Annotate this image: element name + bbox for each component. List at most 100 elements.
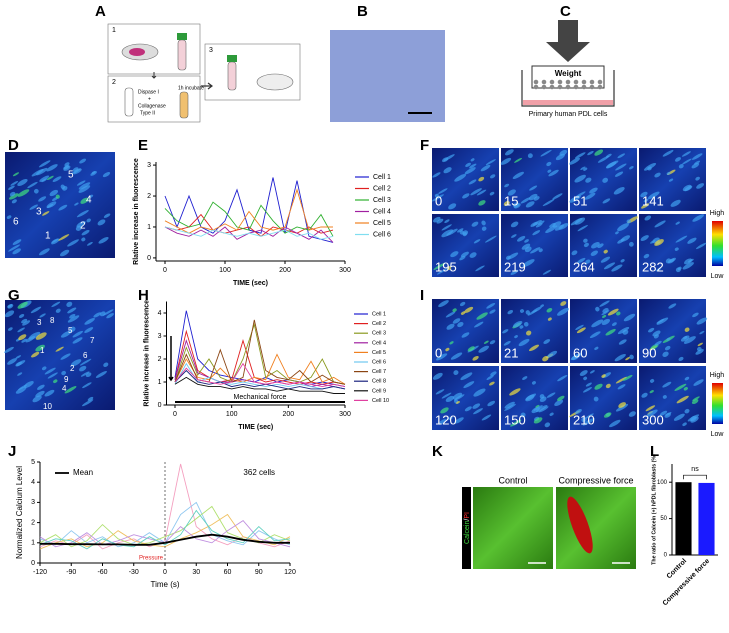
series-line [174,329,346,385]
cell-signal [594,383,603,390]
timepoint: 264 [573,259,595,274]
cell-signal [682,158,692,165]
reagent: Collagenase [138,103,166,109]
cell-signal [601,310,610,316]
cell-label: 2 [70,364,75,373]
cell-signal [570,353,582,361]
cell-signal [81,399,94,407]
legend-label: Cell 6 [372,359,386,365]
colorbar [712,383,723,424]
cell-signal [27,181,38,189]
cell-signal [628,411,636,417]
cell-signal [79,358,92,366]
cell-signal [17,372,23,376]
annotation: 362 cells [243,468,275,477]
cell-signal [452,392,463,400]
cell-signal [485,159,496,166]
timepoint: 120 [435,412,457,427]
cell-signal [694,160,701,165]
reagent: Dispase I [138,89,159,95]
cell-signal [489,191,495,196]
cell-signal [459,255,466,261]
cell-label: 1 [40,346,45,355]
cell-label: 5 [68,326,73,335]
cell-signal [540,304,544,308]
cell-signal [504,183,510,188]
particle [589,84,595,90]
cell-signal [602,198,611,204]
cell-signal [649,390,654,394]
cell-label: 3 [36,207,42,218]
cell-signal [519,325,524,329]
cell-signal [454,417,464,424]
cell-signal [486,375,494,380]
series-line [39,509,291,550]
cell-signal [601,374,606,378]
cell-signal [654,220,666,228]
cell-signal [502,329,509,334]
cell-signal [659,410,668,416]
marker-label: Pressure [139,556,164,562]
panel-letter: E [138,137,148,154]
cell-signal [78,185,91,193]
cell-signal [662,381,672,388]
cell-signal [510,221,519,228]
legend-label: Cell 6 [373,231,391,238]
pi-stain [567,496,593,554]
cell-signal [617,384,626,390]
cell-signal [445,395,455,403]
cell-signal [695,176,700,181]
cell-signal [436,353,448,361]
cell-signal [517,235,526,242]
cell-signal [681,151,691,157]
cell-signal [447,266,452,271]
cell-signal [628,241,634,247]
cell-signal [39,248,50,256]
incubation: 1h incubate [178,85,204,91]
cell-signal [39,313,46,318]
timepoint: 90 [642,345,656,360]
force-arrow [546,20,590,62]
calcium-image [432,214,499,277]
cell-signal [432,172,441,178]
cell-signal [438,300,449,308]
cell-signal [546,161,552,167]
step-number: 1 [112,27,116,34]
cell-signal [665,411,672,416]
cell-signal [684,408,690,414]
x-tick-label: 300 [339,411,351,418]
cell-signal [575,324,584,331]
cell-signal [72,337,83,344]
cell-signal [448,416,453,420]
particle [533,79,539,85]
cell-signal [467,346,475,352]
cell-signal [76,210,89,218]
cell-signal [589,331,601,339]
cell-signal [483,340,489,344]
cell-signal [614,171,624,177]
cell-signal [692,312,699,318]
cell-signal [525,201,535,208]
cell-signal [544,422,551,428]
cell-signal [692,214,705,222]
cell-signal [106,313,114,319]
x-axis-label: TIME (sec) [238,424,273,431]
cell-signal [615,231,619,235]
cell-signal [69,313,76,319]
cell-signal [587,150,594,156]
cell-signal [60,330,72,338]
tube [179,91,189,119]
cell-signal [697,342,703,347]
cell-signal [22,320,31,326]
cell-signal [449,341,454,345]
cell-signal [546,392,556,398]
cell-signal [575,409,582,414]
image-title: Compressive force [558,475,633,485]
panel-letter: F [420,137,429,154]
cell-signal [446,228,458,236]
particle [549,79,555,85]
cell-signal [693,379,704,386]
cell-signal [559,149,568,156]
cell-signal [585,382,592,387]
